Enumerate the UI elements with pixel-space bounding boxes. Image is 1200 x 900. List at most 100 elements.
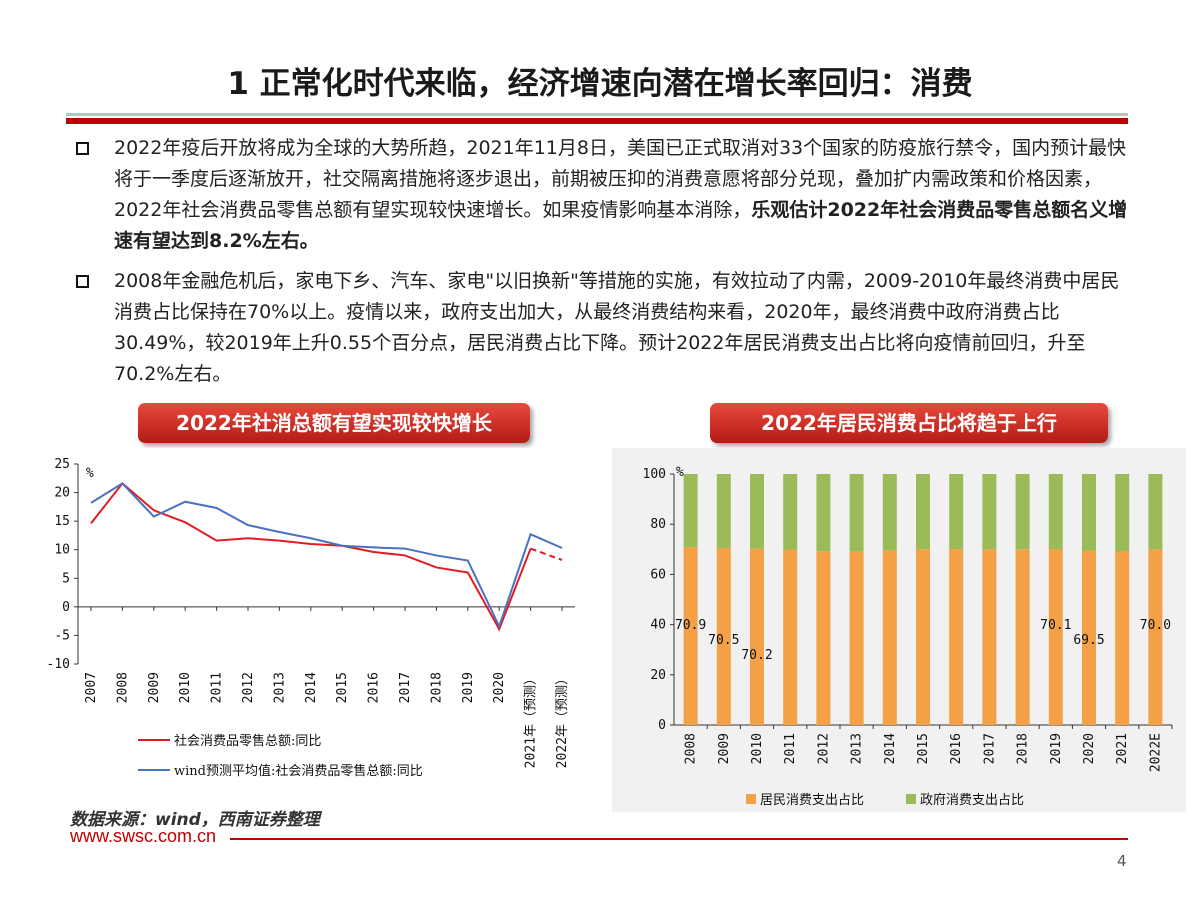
bar-government-share <box>882 474 897 551</box>
consumption-share-bar-chart: 100 80 60 40 20 0% 2008 2009 2010 2011 2012 2013 201… <box>643 465 1173 808</box>
bar-government-share <box>916 474 930 550</box>
x-tick-label: 2019 <box>1049 733 1064 764</box>
bar-resident-share <box>816 551 831 725</box>
legend-label: 政府消费支出占比 <box>920 793 1024 808</box>
x-tick-label: 2015 <box>335 672 350 703</box>
series-line-1-forecast <box>530 547 563 561</box>
bullet-square-icon <box>76 142 89 155</box>
right-chart-title: 2022年居民消费占比将趋于上行 <box>710 403 1108 443</box>
y-tick-label: -10 <box>47 657 70 672</box>
x-tick-label: 2008 <box>684 733 699 764</box>
y-tick-label: 60 <box>650 567 666 582</box>
x-tick-label: 2016 <box>367 672 382 703</box>
bar-resident-share <box>683 547 698 725</box>
x-tick-label: 2018 <box>429 672 444 703</box>
y-tick-label: 0 <box>658 718 666 733</box>
x-tick-label: 2014 <box>883 733 898 764</box>
bar-resident-share <box>1148 549 1163 725</box>
x-tick-label: 2011 <box>783 733 798 764</box>
bar-government-share <box>683 474 698 548</box>
y-tick-label: 25 <box>54 457 70 472</box>
x-tick-label: 2017 <box>398 672 413 703</box>
bar-data-label: 70.9 <box>675 618 706 633</box>
retail-sales-line-chart-panel: 25 20 15 10 5 0 -5 -10% 2007 2008 2009 2010 2011 2012… <box>30 448 600 800</box>
x-tick-label: 2012 <box>816 733 831 764</box>
x-tick-label: 2019 <box>461 672 476 703</box>
series-line-1 <box>90 481 532 632</box>
title-divider <box>66 113 1128 124</box>
bullet-item-1: 2022年疫后开放将成为全球的大势所趋，2021年11月8日，美国已正式取消对3… <box>76 133 1136 257</box>
x-tick-label: 2013 <box>850 733 865 764</box>
bar-resident-share <box>849 551 864 725</box>
bar-government-share <box>1048 474 1063 550</box>
x-tick-label: 2021 <box>1115 733 1130 764</box>
x-tick-label: 2021年（预测） <box>524 672 539 768</box>
legend-label: 社会消费品零售总额:同比 <box>174 733 321 749</box>
bar-resident-share <box>716 548 731 725</box>
x-tick-label: 2016 <box>949 733 964 764</box>
bar-government-share <box>783 474 798 550</box>
x-tick-label: 2020 <box>1082 733 1097 764</box>
bar-data-label: 70.0 <box>1140 618 1171 633</box>
x-tick-label: 2010 <box>178 672 193 703</box>
y-tick-label: 20 <box>650 668 666 683</box>
bar-data-label: 70.2 <box>741 648 772 663</box>
bar-resident-share <box>916 549 930 725</box>
bar-government-share <box>849 474 864 552</box>
x-tick-label: 2009 <box>717 733 732 764</box>
bar-resident-share <box>949 549 964 725</box>
y-tick-label: 10 <box>54 543 70 558</box>
bullet-text-body: 2022年疫后开放将成为全球的大势所趋，2021年11月8日，美国已正式取消对3… <box>114 137 1127 221</box>
x-tick-label: 2012 <box>241 672 256 703</box>
bullet-square-icon <box>76 275 89 288</box>
bar-resident-share <box>982 549 997 725</box>
x-tick-label: 2007 <box>84 672 99 703</box>
data-source-note: 数据来源：wind，西南证券整理 <box>70 810 320 830</box>
bar-government-share <box>816 474 831 552</box>
x-tick-label: 2013 <box>272 672 287 703</box>
bar-resident-share <box>783 549 798 725</box>
left-chart-title: 2022年社消总额有望实现较快增长 <box>138 403 530 443</box>
legend-swatch <box>906 794 916 804</box>
title-divider-gray <box>66 113 1128 116</box>
legend-label: wind预测平均值:社会消费品零售总额:同比 <box>174 763 423 779</box>
y-unit-label: % <box>86 466 94 481</box>
bar-government-share <box>1082 474 1096 551</box>
bar-government-share <box>1015 474 1030 550</box>
x-tick-label: 2022E <box>1148 733 1163 772</box>
x-tick-label: 2020 <box>492 672 507 703</box>
bullet-text: 2008年金融危机后，家电下乡、汽车、家电"以旧换新"等措施的实施，有效拉动了内… <box>114 270 1120 385</box>
x-tick-label: 2018 <box>1016 733 1031 764</box>
legend-swatch <box>746 794 756 804</box>
title-divider-red <box>66 118 1128 124</box>
bar-government-share <box>982 474 997 550</box>
y-tick-label: -5 <box>54 628 70 643</box>
bar-government-share <box>750 474 764 549</box>
bar-government-share <box>1148 474 1163 550</box>
bar-data-label: 69.5 <box>1073 633 1104 648</box>
y-tick-label: 40 <box>650 618 666 633</box>
x-tick-label: 2009 <box>147 672 162 703</box>
x-tick-label: 2014 <box>304 672 319 703</box>
x-tick-label: 2017 <box>982 733 997 764</box>
bar-resident-share <box>750 548 764 725</box>
bar-resident-share <box>1115 551 1130 725</box>
legend-label: 居民消费支出占比 <box>760 793 864 808</box>
footer-divider <box>230 838 1128 840</box>
y-tick-label: 100 <box>643 467 666 482</box>
bar-resident-share <box>1015 549 1030 725</box>
y-tick-label: 15 <box>54 514 70 529</box>
y-tick-label: 80 <box>650 517 666 532</box>
bar-government-share <box>716 474 731 549</box>
bullet-highlight: 乐观估计2022年社会消费品零售总额名义增速有望达到8.2%左右。 <box>114 199 1128 252</box>
y-tick-label: 0 <box>62 600 70 615</box>
bullet-item-2: 2008年金融危机后，家电下乡、汽车、家电"以旧换新"等措施的实施，有效拉动了内… <box>76 266 1136 390</box>
bar-data-label: 70.5 <box>708 633 739 648</box>
x-tick-label: 2022年（预测） <box>555 672 570 768</box>
x-tick-label: 2011 <box>210 672 225 703</box>
bar-resident-share <box>1082 550 1096 725</box>
consumption-share-bar-chart-panel: 100 80 60 40 20 0% 2008 2009 2010 2011 2012 2013 201… <box>612 448 1186 812</box>
website-url-link[interactable]: www.swsc.com.cn <box>70 826 217 846</box>
y-unit-label: % <box>676 465 684 480</box>
